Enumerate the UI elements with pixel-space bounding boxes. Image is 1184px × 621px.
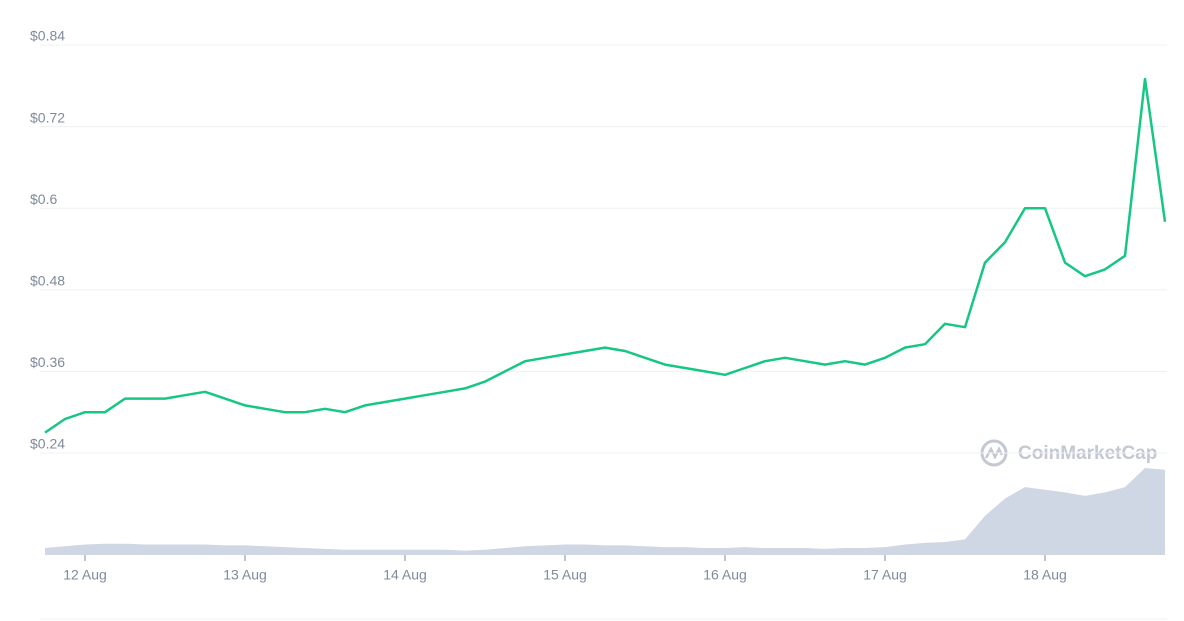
- x-tick-label: 16 Aug: [703, 567, 747, 583]
- y-tick-label: $0.84: [30, 28, 65, 44]
- watermark: CoinMarketCap: [1018, 443, 1157, 464]
- y-tick-label: $0.72: [30, 109, 65, 125]
- y-tick-label: $0.24: [30, 436, 65, 452]
- volume-area: [45, 468, 1165, 555]
- y-tick-label: $0.36: [30, 354, 65, 370]
- x-tick-label: 14 Aug: [383, 567, 427, 583]
- y-tick-label: $0.6: [30, 191, 57, 207]
- x-tick-label: 13 Aug: [223, 567, 267, 583]
- x-tick-label: 12 Aug: [63, 567, 107, 583]
- price-line: [44, 77, 1167, 434]
- x-tick-label: 15 Aug: [543, 567, 587, 583]
- y-tick-label: $0.48: [30, 273, 65, 289]
- x-tick-label: 18 Aug: [1023, 567, 1067, 583]
- x-tick-label: 17 Aug: [863, 567, 907, 583]
